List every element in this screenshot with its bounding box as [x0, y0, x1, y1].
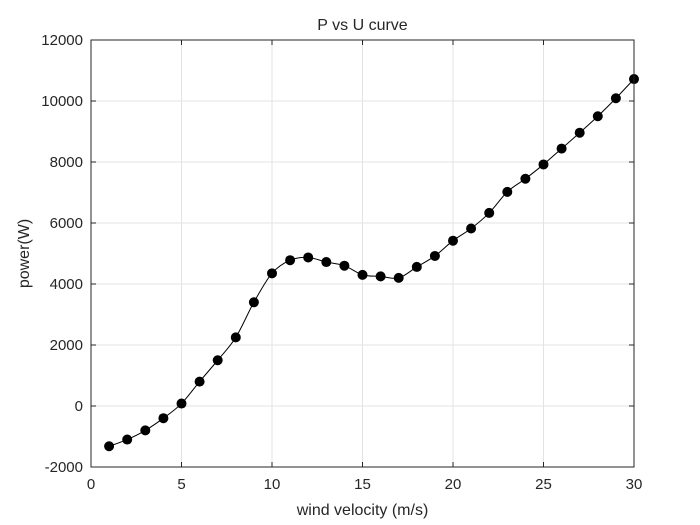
y-tick-label: -2000 — [45, 459, 83, 476]
data-point — [574, 127, 585, 138]
tick-labels: 0 5 10 15 20 25 30-200002000400060008000100001… — [41, 32, 642, 493]
data-point — [520, 173, 531, 184]
x-tick-label: 15 — [354, 476, 371, 493]
ticks — [90, 39, 635, 468]
series-layer — [104, 74, 639, 452]
data-point — [339, 260, 350, 271]
x-tick-label: 20 — [445, 476, 462, 493]
y-axis-label: power(W) — [16, 219, 33, 288]
y-tick-label: 0 — [75, 398, 83, 415]
data-point — [194, 376, 205, 387]
data-point — [610, 93, 621, 104]
y-tick-label: 4000 — [50, 276, 83, 293]
chart-title: P vs U curve — [317, 17, 408, 34]
data-point — [321, 257, 332, 268]
data-point — [248, 297, 259, 308]
data-point — [267, 268, 277, 279]
data-point — [158, 413, 169, 424]
x-axis-label: wind velocity (m/s) — [296, 502, 429, 519]
data-point — [466, 223, 477, 234]
data-point — [393, 272, 404, 283]
data-point — [411, 261, 422, 272]
data-point — [357, 269, 368, 280]
x-tick-label: 10 — [264, 476, 281, 493]
data-point — [140, 425, 151, 436]
data-point — [230, 332, 241, 343]
data-point — [484, 207, 495, 218]
data-point — [285, 255, 296, 266]
data-point — [122, 434, 133, 445]
data-point — [303, 252, 314, 263]
data-point — [104, 441, 115, 452]
data-point — [176, 398, 187, 409]
y-tick-label: 6000 — [50, 215, 83, 232]
y-tick-label: 2000 — [50, 337, 83, 354]
data-point — [556, 143, 567, 154]
x-tick-label: 5 — [177, 476, 185, 493]
x-tick-label: 25 — [535, 476, 552, 493]
y-tick-label: 8000 — [50, 154, 83, 171]
data-point — [212, 355, 223, 366]
y-tick-label: 10000 — [41, 93, 83, 110]
data-point — [375, 271, 386, 282]
data-point — [448, 235, 458, 246]
data-point — [502, 186, 513, 197]
data-point — [592, 111, 603, 122]
x-tick-label: 0 — [87, 476, 95, 493]
data-point — [429, 250, 440, 261]
x-tick-label: 30 — [626, 476, 643, 493]
y-tick-label: 12000 — [41, 32, 83, 49]
data-point — [538, 159, 549, 170]
